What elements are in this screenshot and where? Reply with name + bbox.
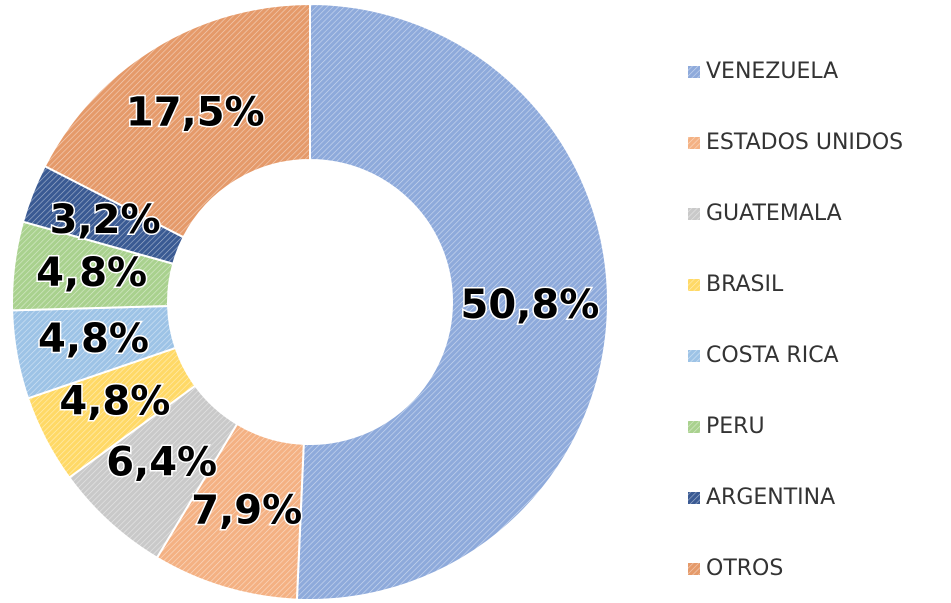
donut-slice [43, 2, 311, 239]
data-label: 4,8% [36, 250, 147, 296]
legend-label: VENEZUELA [706, 59, 838, 84]
legend-swatch [688, 208, 700, 220]
donut-slice [295, 2, 609, 601]
legend-swatch [688, 66, 700, 78]
data-label: 4,8% [59, 379, 170, 425]
legend-swatch [688, 421, 700, 433]
data-label: 7,9% [191, 488, 302, 534]
legend-label: ARGENTINA [706, 485, 835, 510]
legend-label: COSTA RICA [706, 343, 839, 368]
data-label: 4,8% [38, 316, 149, 362]
data-label: 3,2% [50, 197, 161, 243]
legend-label: GUATEMALA [706, 201, 842, 226]
data-label: 17,5% [126, 89, 265, 135]
legend-label: OTROS [706, 556, 783, 581]
data-label: 6,4% [106, 439, 217, 485]
legend-swatch [688, 279, 700, 291]
legend-swatch [688, 350, 700, 362]
data-label: 50,8% [461, 282, 600, 328]
legend-swatch [688, 563, 700, 575]
legend-label: BRASIL [706, 272, 784, 297]
legend-swatch [688, 137, 700, 149]
legend-label: PERU [706, 414, 765, 439]
legend-swatch [688, 492, 700, 504]
legend-label: ESTADOS UNIDOS [706, 130, 903, 155]
